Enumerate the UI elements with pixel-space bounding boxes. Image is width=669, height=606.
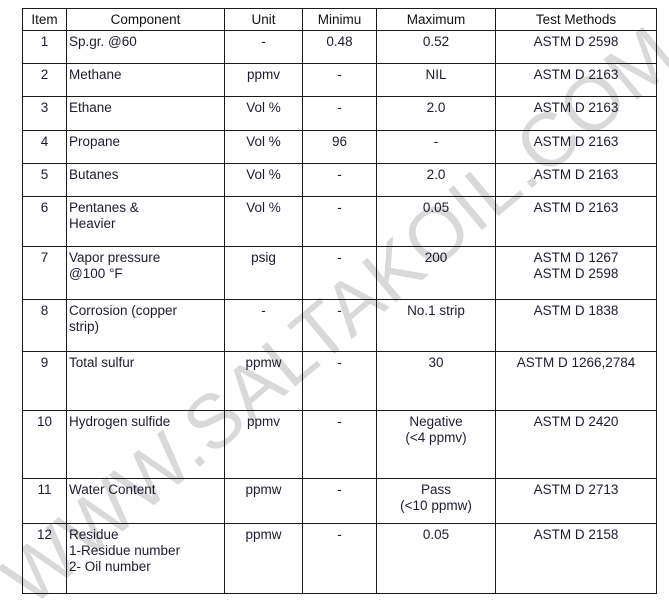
header-test-methods: Test Methods	[495, 8, 657, 31]
cell-minimum: -	[302, 478, 377, 524]
cell-item: 4	[22, 130, 67, 164]
cell-minimum: -	[302, 246, 377, 300]
cell-maximum: 2.0	[376, 163, 496, 197]
cell-component: Sp.gr. @60	[66, 30, 225, 64]
cell-unit: ppmv	[224, 63, 303, 97]
cell-unit: ppmv	[224, 410, 303, 479]
cell-unit: psig	[224, 246, 303, 300]
table-row: 10 Hydrogen sulfide ppmv - Negative (<4 …	[22, 410, 657, 479]
cell-unit: Vol %	[224, 196, 303, 247]
table-row: 3 Ethane Vol % - 2.0 ASTM D 2163	[22, 96, 657, 131]
cell-minimum: -	[302, 196, 377, 247]
table-row: 9 Total sulfur ppmw - 30 ASTM D 1266,278…	[22, 351, 657, 411]
cell-test-methods: ASTM D 1267 ASTM D 2598	[495, 246, 657, 300]
cell-minimum: 0.48	[302, 30, 377, 64]
cell-item: 7	[22, 246, 67, 300]
cell-test-methods: ASTM D 2713	[495, 478, 657, 524]
cell-component: Methane	[66, 63, 225, 97]
cell-test-methods: ASTM D 2163	[495, 196, 657, 247]
cell-maximum: -	[376, 130, 496, 164]
table-row: 7 Vapor pressure @100 °F psig - 200 ASTM…	[22, 246, 657, 300]
cell-component: Ethane	[66, 96, 225, 131]
cell-maximum: 200	[376, 246, 496, 300]
cell-unit: Vol %	[224, 96, 303, 131]
cell-component: Hydrogen sulfide	[66, 410, 225, 479]
cell-item: 10	[22, 410, 67, 479]
table-row: 1 Sp.gr. @60 - 0.48 0.52 ASTM D 2598	[22, 30, 657, 64]
cell-item: 5	[22, 163, 67, 197]
cell-test-methods: ASTM D 2163	[495, 130, 657, 164]
cell-item: 6	[22, 196, 67, 247]
cell-item: 12	[22, 523, 67, 594]
header-maximum: Maximum	[376, 8, 496, 31]
cell-test-methods: ASTM D 1838	[495, 299, 657, 352]
cell-minimum: -	[302, 163, 377, 197]
cell-maximum: 0.05	[376, 523, 496, 594]
cell-component: Residue 1-Residue number 2- Oil number	[66, 523, 225, 594]
header-component: Component	[66, 8, 225, 31]
header-minimum: Minimu	[302, 8, 377, 31]
spec-table: Item Component Unit Minimu Maximum Test …	[22, 8, 657, 594]
cell-item: 2	[22, 63, 67, 97]
cell-unit: ppmw	[224, 351, 303, 411]
cell-item: 8	[22, 299, 67, 352]
header-item: Item	[22, 8, 67, 31]
cell-test-methods: ASTM D 2158	[495, 523, 657, 594]
cell-component: Pentanes & Heavier	[66, 196, 225, 247]
cell-unit: Vol %	[224, 163, 303, 197]
cell-test-methods: ASTM D 2163	[495, 163, 657, 197]
cell-unit: -	[224, 30, 303, 64]
cell-maximum: 2.0	[376, 96, 496, 131]
cell-component: Butanes	[66, 163, 225, 197]
table-row: 8 Corrosion (copper strip) - - No.1 stri…	[22, 299, 657, 352]
cell-item: 9	[22, 351, 67, 411]
cell-minimum: -	[302, 523, 377, 594]
cell-minimum: 96	[302, 130, 377, 164]
cell-minimum: -	[302, 351, 377, 411]
cell-component: Propane	[66, 130, 225, 164]
cell-minimum: -	[302, 410, 377, 479]
cell-unit: ppmw	[224, 523, 303, 594]
cell-test-methods: ASTM D 2420	[495, 410, 657, 479]
cell-maximum: 0.52	[376, 30, 496, 64]
table-row: 6 Pentanes & Heavier Vol % - 0.05 ASTM D…	[22, 196, 657, 247]
cell-test-methods: ASTM D 2163	[495, 96, 657, 131]
cell-minimum: -	[302, 63, 377, 97]
table-row: 12 Residue 1-Residue number 2- Oil numbe…	[22, 523, 657, 594]
cell-test-methods: ASTM D 2598	[495, 30, 657, 64]
cell-maximum: NIL	[376, 63, 496, 97]
cell-test-methods: ASTM D 2163	[495, 63, 657, 97]
cell-component: Total sulfur	[66, 351, 225, 411]
table-header-row: Item Component Unit Minimu Maximum Test …	[22, 8, 657, 31]
header-unit: Unit	[224, 8, 303, 31]
cell-test-methods: ASTM D 1266,2784	[495, 351, 657, 411]
table-row: 4 Propane Vol % 96 - ASTM D 2163	[22, 130, 657, 164]
cell-maximum: Pass (<10 ppmw)	[376, 478, 496, 524]
cell-item: 1	[22, 30, 67, 64]
cell-item: 3	[22, 96, 67, 131]
cell-unit: Vol %	[224, 130, 303, 164]
cell-minimum: -	[302, 96, 377, 131]
cell-maximum: No.1 strip	[376, 299, 496, 352]
cell-maximum: Negative (<4 ppmv)	[376, 410, 496, 479]
cell-maximum: 0.05	[376, 196, 496, 247]
cell-unit: -	[224, 299, 303, 352]
cell-component: Vapor pressure @100 °F	[66, 246, 225, 300]
cell-component: Corrosion (copper strip)	[66, 299, 225, 352]
cell-minimum: -	[302, 299, 377, 352]
cell-component: Water Content	[66, 478, 225, 524]
cell-maximum: 30	[376, 351, 496, 411]
table-row: 5 Butanes Vol % - 2.0 ASTM D 2163	[22, 163, 657, 197]
table-row: 11 Water Content ppmw - Pass (<10 ppmw) …	[22, 478, 657, 524]
table-row: 2 Methane ppmv - NIL ASTM D 2163	[22, 63, 657, 97]
cell-item: 11	[22, 478, 67, 524]
cell-unit: ppmw	[224, 478, 303, 524]
